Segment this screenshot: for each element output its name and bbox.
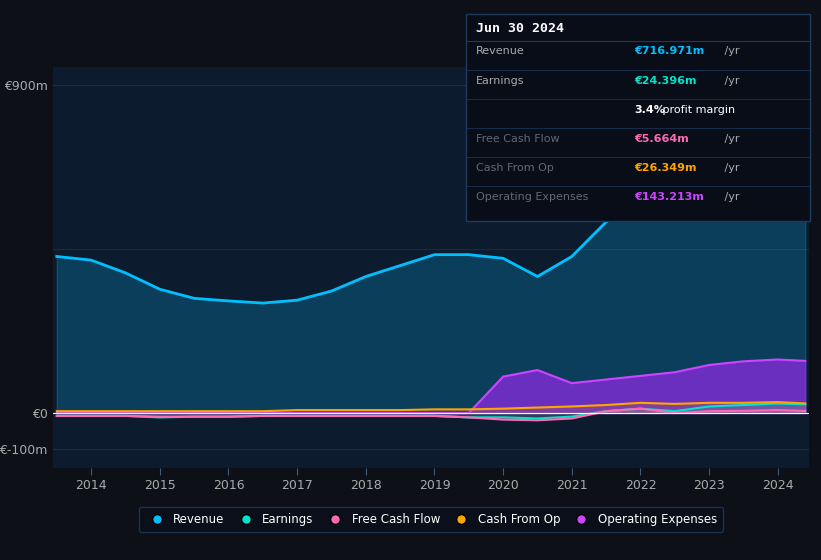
Text: €143.213m: €143.213m (635, 192, 704, 202)
Text: €5.664m: €5.664m (635, 134, 690, 144)
Text: Free Cash Flow: Free Cash Flow (476, 134, 560, 144)
Text: €716.971m: €716.971m (635, 46, 705, 57)
Text: Jun 30 2024: Jun 30 2024 (476, 22, 564, 35)
Text: /yr: /yr (721, 46, 740, 57)
Text: /yr: /yr (721, 163, 740, 173)
Legend: Revenue, Earnings, Free Cash Flow, Cash From Op, Operating Expenses: Revenue, Earnings, Free Cash Flow, Cash … (139, 507, 723, 532)
Text: profit margin: profit margin (659, 105, 736, 115)
Text: Operating Expenses: Operating Expenses (476, 192, 589, 202)
Text: /yr: /yr (721, 134, 740, 144)
Text: 3.4%: 3.4% (635, 105, 666, 115)
Text: /yr: /yr (721, 192, 740, 202)
Text: /yr: /yr (721, 76, 740, 86)
Text: Cash From Op: Cash From Op (476, 163, 554, 173)
Text: €24.396m: €24.396m (635, 76, 697, 86)
Text: Revenue: Revenue (476, 46, 525, 57)
Text: Earnings: Earnings (476, 76, 525, 86)
Text: €26.349m: €26.349m (635, 163, 697, 173)
